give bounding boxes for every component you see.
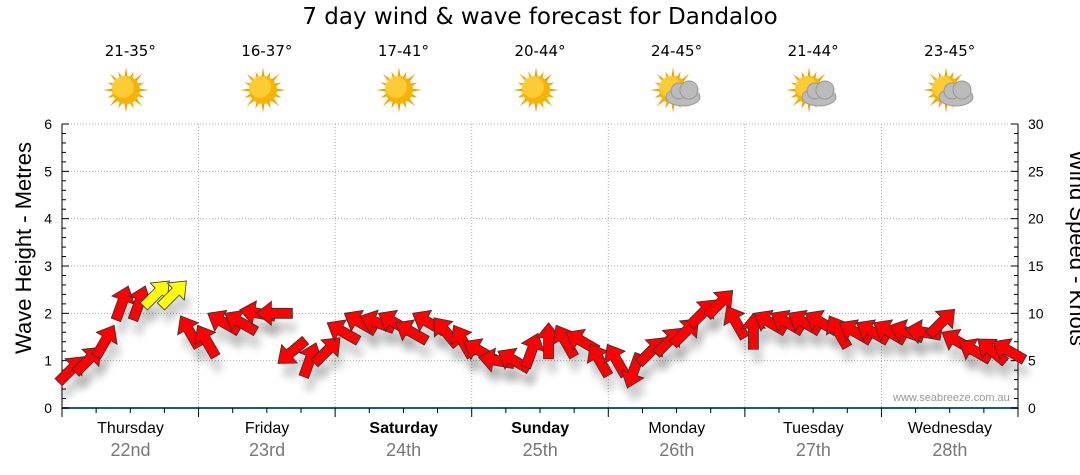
day-forecast: 16-37° [217, 42, 317, 114]
day-label: Wednesday 28th [881, 420, 1018, 461]
day-forecast: 24-45° [627, 42, 727, 114]
day-name: Friday [244, 420, 290, 437]
arrow-shadow [399, 333, 434, 360]
watermark: www.seabreeze.com.au [893, 392, 1010, 404]
partly-cloudy-icon [649, 67, 701, 113]
right-tick-label: 20 [1028, 211, 1044, 227]
right-axis-label: Wind Speed - Knots [1064, 150, 1080, 346]
right-tick-label: 10 [1028, 305, 1044, 321]
partly-cloudy-icon [922, 67, 974, 113]
day-name: Sunday [511, 420, 570, 437]
day-label: Tuesday 27th [745, 420, 882, 461]
left-tick-label: 5 [44, 163, 52, 179]
arrow-shadow [281, 350, 313, 378]
right-tick-label: 0 [1028, 400, 1036, 416]
arrow-shadow [690, 313, 720, 343]
sun-icon [239, 67, 286, 113]
left-tick-label: 0 [44, 400, 52, 416]
temperature-range: 23-45° [924, 42, 976, 60]
wind-arrow [326, 319, 362, 346]
sun-icon [103, 67, 150, 113]
sun-icon [513, 67, 559, 113]
temperature-range: 17-41° [377, 42, 429, 60]
day-forecast: 21-44° [763, 42, 863, 114]
partly-cloudy-icon [786, 67, 837, 113]
temperature-range: 16-37° [241, 42, 293, 60]
day-name: Thursday [97, 420, 164, 437]
day-label: Thursday 22nd [62, 420, 199, 461]
left-tick-label: 2 [44, 305, 52, 321]
wind-arrow [520, 332, 545, 370]
temperature-range: 21-35° [104, 42, 156, 60]
arrow-shadow [315, 351, 345, 381]
right-tick-label: 30 [1028, 116, 1044, 132]
day-label: Saturday 24th [335, 420, 472, 461]
temperature-range: 24-45° [651, 42, 703, 60]
day-date: 28th [932, 440, 968, 460]
sun-icon [376, 67, 423, 113]
wind-arrow [277, 335, 310, 364]
arrow-shadow [161, 294, 191, 324]
day-label: Monday 26th [608, 420, 745, 461]
day-forecast: 17-41° [353, 42, 453, 114]
left-tick-label: 4 [44, 211, 52, 227]
right-tick-label: 25 [1028, 163, 1044, 179]
right-tick-label: 15 [1028, 258, 1044, 274]
day-date: 23rd [249, 440, 286, 460]
arrow-shadow [758, 324, 792, 350]
wind-arrow [194, 324, 221, 360]
wind-arrow [310, 337, 341, 368]
arrow-shadow [501, 362, 536, 388]
arrow-shadow [95, 339, 122, 373]
right-tick-label: 5 [1028, 353, 1036, 369]
day-date: 22nd [110, 440, 151, 460]
arrow-shadow [843, 333, 878, 360]
wind-arrow [394, 319, 430, 346]
wind-arrow [977, 338, 1010, 367]
day-label: Friday 23rd [199, 420, 336, 461]
left-tick-label: 3 [44, 258, 52, 274]
day-date: 24th [386, 440, 422, 460]
wind-arrow [723, 305, 750, 341]
left-axis-label: Wave Height - Metres [10, 142, 36, 354]
day-date: 26th [659, 440, 695, 460]
day-date: 27th [795, 440, 831, 460]
day-date: 25th [522, 440, 558, 460]
wind-arrow [156, 280, 187, 311]
day-name: Monday [648, 420, 706, 437]
day-forecast: 23-45° [900, 42, 1000, 114]
day-name: Wednesday [907, 420, 993, 437]
left-tick-label: 1 [44, 353, 52, 369]
day-name: Saturday [369, 420, 438, 437]
arrow-shadow [58, 370, 88, 400]
left-tick-label: 6 [44, 116, 52, 132]
temperature-range: 21-44° [787, 42, 839, 60]
day-label: Sunday 25th [472, 420, 609, 461]
chart-title: 7 day wind & wave forecast for Dandaloo [302, 4, 778, 30]
day-forecast: 21-35° [80, 42, 180, 114]
arrow-shadow [211, 324, 246, 350]
day-forecast: 20-44° [490, 42, 590, 114]
wind-arrow [925, 308, 956, 339]
arrow-shadow [962, 352, 997, 379]
wind-arrow [958, 338, 994, 365]
arrow-shadow [639, 351, 669, 381]
temperature-range: 20-44° [514, 42, 566, 60]
day-name: Tuesday [782, 420, 844, 437]
wind-arrow [255, 300, 293, 327]
wind-arrow [91, 324, 118, 360]
arrow-shadow [656, 342, 686, 372]
wind-arrow [992, 338, 1028, 365]
wind-arrow [497, 347, 533, 375]
